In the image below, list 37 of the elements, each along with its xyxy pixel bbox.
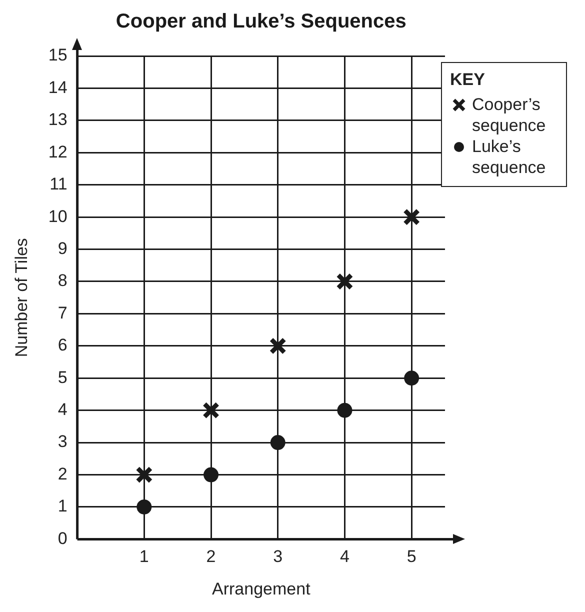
point <box>337 402 352 418</box>
y-tick-label: 0 <box>58 528 68 548</box>
y-tick-label: 15 <box>48 46 68 65</box>
x-tick-label: 2 <box>206 547 216 566</box>
y-tick-label: 1 <box>58 496 68 516</box>
y-tick-label: 13 <box>48 110 68 130</box>
legend-label: Cooper’s sequence <box>472 94 547 136</box>
legend-label: Luke’s sequence <box>472 136 547 178</box>
y-tick-label: 5 <box>58 368 68 387</box>
x-tick-label: 1 <box>139 547 149 566</box>
y-tick-label: 6 <box>58 336 68 355</box>
y-tick-label: 9 <box>58 238 68 258</box>
x-axis-title: Arrangement <box>212 579 311 598</box>
y-axis-title: Number of Tiles <box>12 238 31 358</box>
point <box>136 466 153 484</box>
point <box>202 402 220 419</box>
y-tick-label: 11 <box>50 174 68 194</box>
point <box>270 435 286 450</box>
y-tick-label: 3 <box>58 432 68 452</box>
point <box>269 337 286 355</box>
y-tick-label: 8 <box>58 271 68 290</box>
legend-title: KEY <box>450 69 486 90</box>
point <box>204 467 219 482</box>
y-tick-label: 2 <box>58 464 68 484</box>
y-tick-label: 10 <box>48 206 68 226</box>
point <box>136 499 152 514</box>
y-tick-label: 4 <box>58 400 68 420</box>
x-tick-label: 4 <box>340 547 350 566</box>
y-tick-label: 7 <box>58 303 68 322</box>
chart-title: Cooper and Luke’s Sequences <box>116 10 406 33</box>
point <box>402 208 420 226</box>
x-tick-label: 5 <box>406 547 416 566</box>
point <box>336 272 354 290</box>
point <box>404 370 420 386</box>
y-tick-label: 12 <box>48 142 68 162</box>
y-tick-label: 14 <box>48 78 68 97</box>
x-tick-label: 3 <box>273 547 283 566</box>
